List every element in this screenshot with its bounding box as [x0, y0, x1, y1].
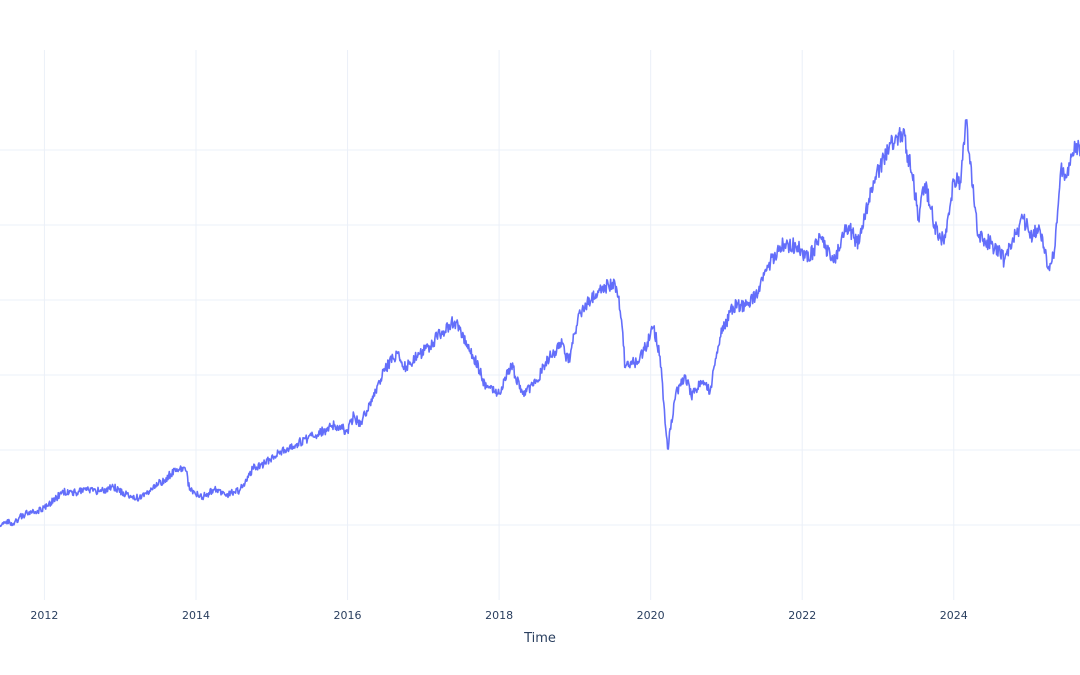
x-axis-title: Time — [523, 631, 556, 646]
x-tick-label: 2014 — [182, 609, 210, 622]
x-tick-label: 2024 — [940, 609, 968, 622]
x-tick-label: 2018 — [485, 609, 513, 622]
x-tick-label: 2022 — [788, 609, 816, 622]
x-tick-label: 2016 — [334, 609, 362, 622]
x-axis-tick-labels: 2012 2014 2016 2018 2020 2022 2024 — [30, 609, 967, 622]
grid-lines — [0, 50, 1080, 600]
x-tick-label: 2020 — [637, 609, 665, 622]
x-tick-label: 2012 — [30, 609, 58, 622]
series-layer — [0, 119, 1080, 528]
series-line — [0, 119, 1080, 528]
